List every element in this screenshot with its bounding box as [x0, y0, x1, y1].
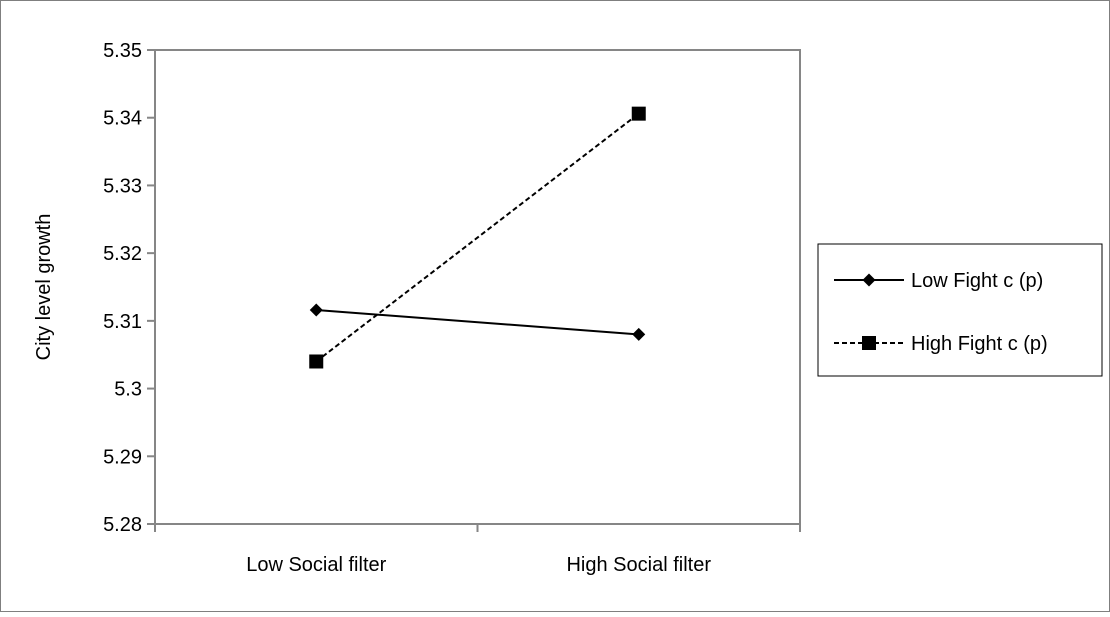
legend-marker [862, 336, 876, 350]
y-tick-label: 5.29 [103, 446, 142, 468]
x-tick-label: High Social filter [566, 554, 711, 576]
series-line [316, 309, 639, 336]
x-axis: Low Social filter High Social filter [154, 524, 801, 576]
y-tick-label: 5.33 [103, 175, 142, 197]
legend-box [817, 243, 1103, 377]
y-tick-label: 5.34 [103, 108, 142, 130]
y-tick-label: 5.35 [103, 40, 142, 62]
legend: Low Fight c (p) High Fight c (p) [817, 243, 1103, 377]
y-axis: 5.35 5.34 5.33 5.32 5.31 5.3 5.29 5.28 [103, 40, 155, 536]
legend-label: Low Fight c (p) [911, 270, 1043, 292]
y-tick-label: 5.28 [103, 514, 142, 536]
y-tick-label: 5.3 [114, 379, 142, 401]
series-line [315, 112, 640, 363]
legend-marker [862, 273, 876, 287]
data-point [309, 303, 323, 317]
series-high-fight [309, 106, 646, 369]
data-point [631, 106, 646, 121]
plot-area [154, 49, 801, 525]
legend-entry: Low Fight c (p) [834, 270, 1043, 292]
series-layer [309, 106, 646, 369]
legend-entry: High Fight c (p) [834, 333, 1048, 355]
series-low-fight [309, 303, 646, 341]
data-point [632, 327, 646, 341]
data-point [309, 354, 324, 369]
y-tick-label: 5.31 [103, 311, 142, 333]
y-tick-label: 5.32 [103, 243, 142, 265]
y-axis-title: City level growth [33, 214, 55, 361]
legend-label: High Fight c (p) [911, 333, 1048, 355]
x-tick-label: Low Social filter [246, 554, 386, 576]
